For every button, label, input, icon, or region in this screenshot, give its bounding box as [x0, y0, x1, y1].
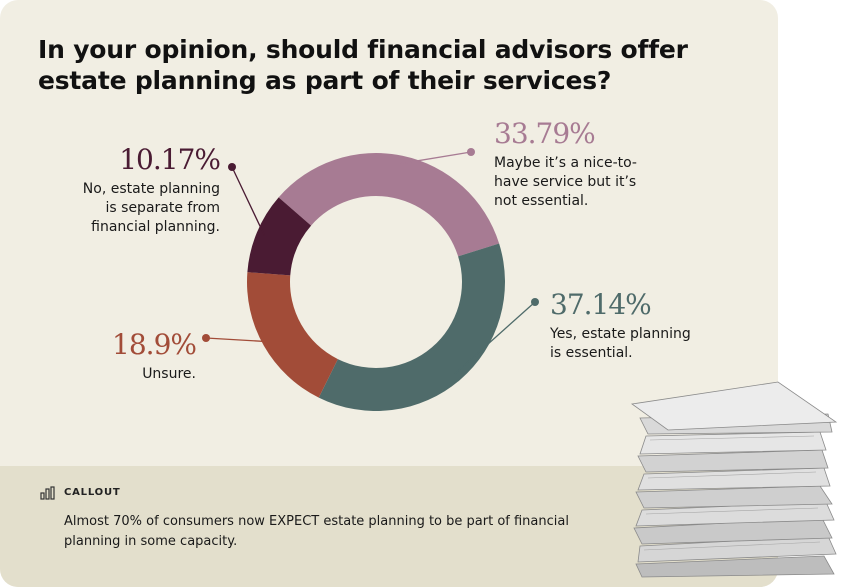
slice-value-label: 10.17% [119, 143, 220, 176]
leader-dot [228, 163, 236, 171]
slice-value-label: 37.14% [550, 288, 651, 321]
donut-slice [278, 152, 500, 257]
paper-stack-image [630, 381, 838, 578]
chart-title: In your opinion, should financial adviso… [38, 35, 688, 95]
slice-value-label: 33.79% [494, 117, 595, 150]
slice-category-label: Unsure. [142, 366, 196, 382]
leader-line [400, 151, 472, 165]
slice-category-label: Yes, estate planning is essential. [549, 326, 691, 361]
donut-slice [318, 243, 505, 411]
slice-category-label: Maybe it’s a nice-to-have service but it… [494, 155, 637, 209]
donut-slice [247, 272, 338, 398]
donut-slice [247, 197, 312, 276]
leader-dot [202, 334, 210, 342]
donut-chart: 33.79% Maybe it’s a nice-to-have service … [83, 117, 691, 411]
callout-label: CALLOUT [64, 487, 121, 498]
leader-line [454, 301, 536, 375]
leader-line [205, 337, 271, 343]
callout-text: Almost 70% of consumers now EXPECT estat… [64, 514, 569, 549]
slice-category-label: No, estate planning is separate from finan… [83, 181, 220, 235]
leader-dot [467, 148, 475, 156]
bar-chart-icon [40, 486, 55, 500]
leader-dot [531, 298, 539, 306]
slice-value-label: 18.9% [112, 328, 196, 361]
leader-line [231, 166, 265, 236]
